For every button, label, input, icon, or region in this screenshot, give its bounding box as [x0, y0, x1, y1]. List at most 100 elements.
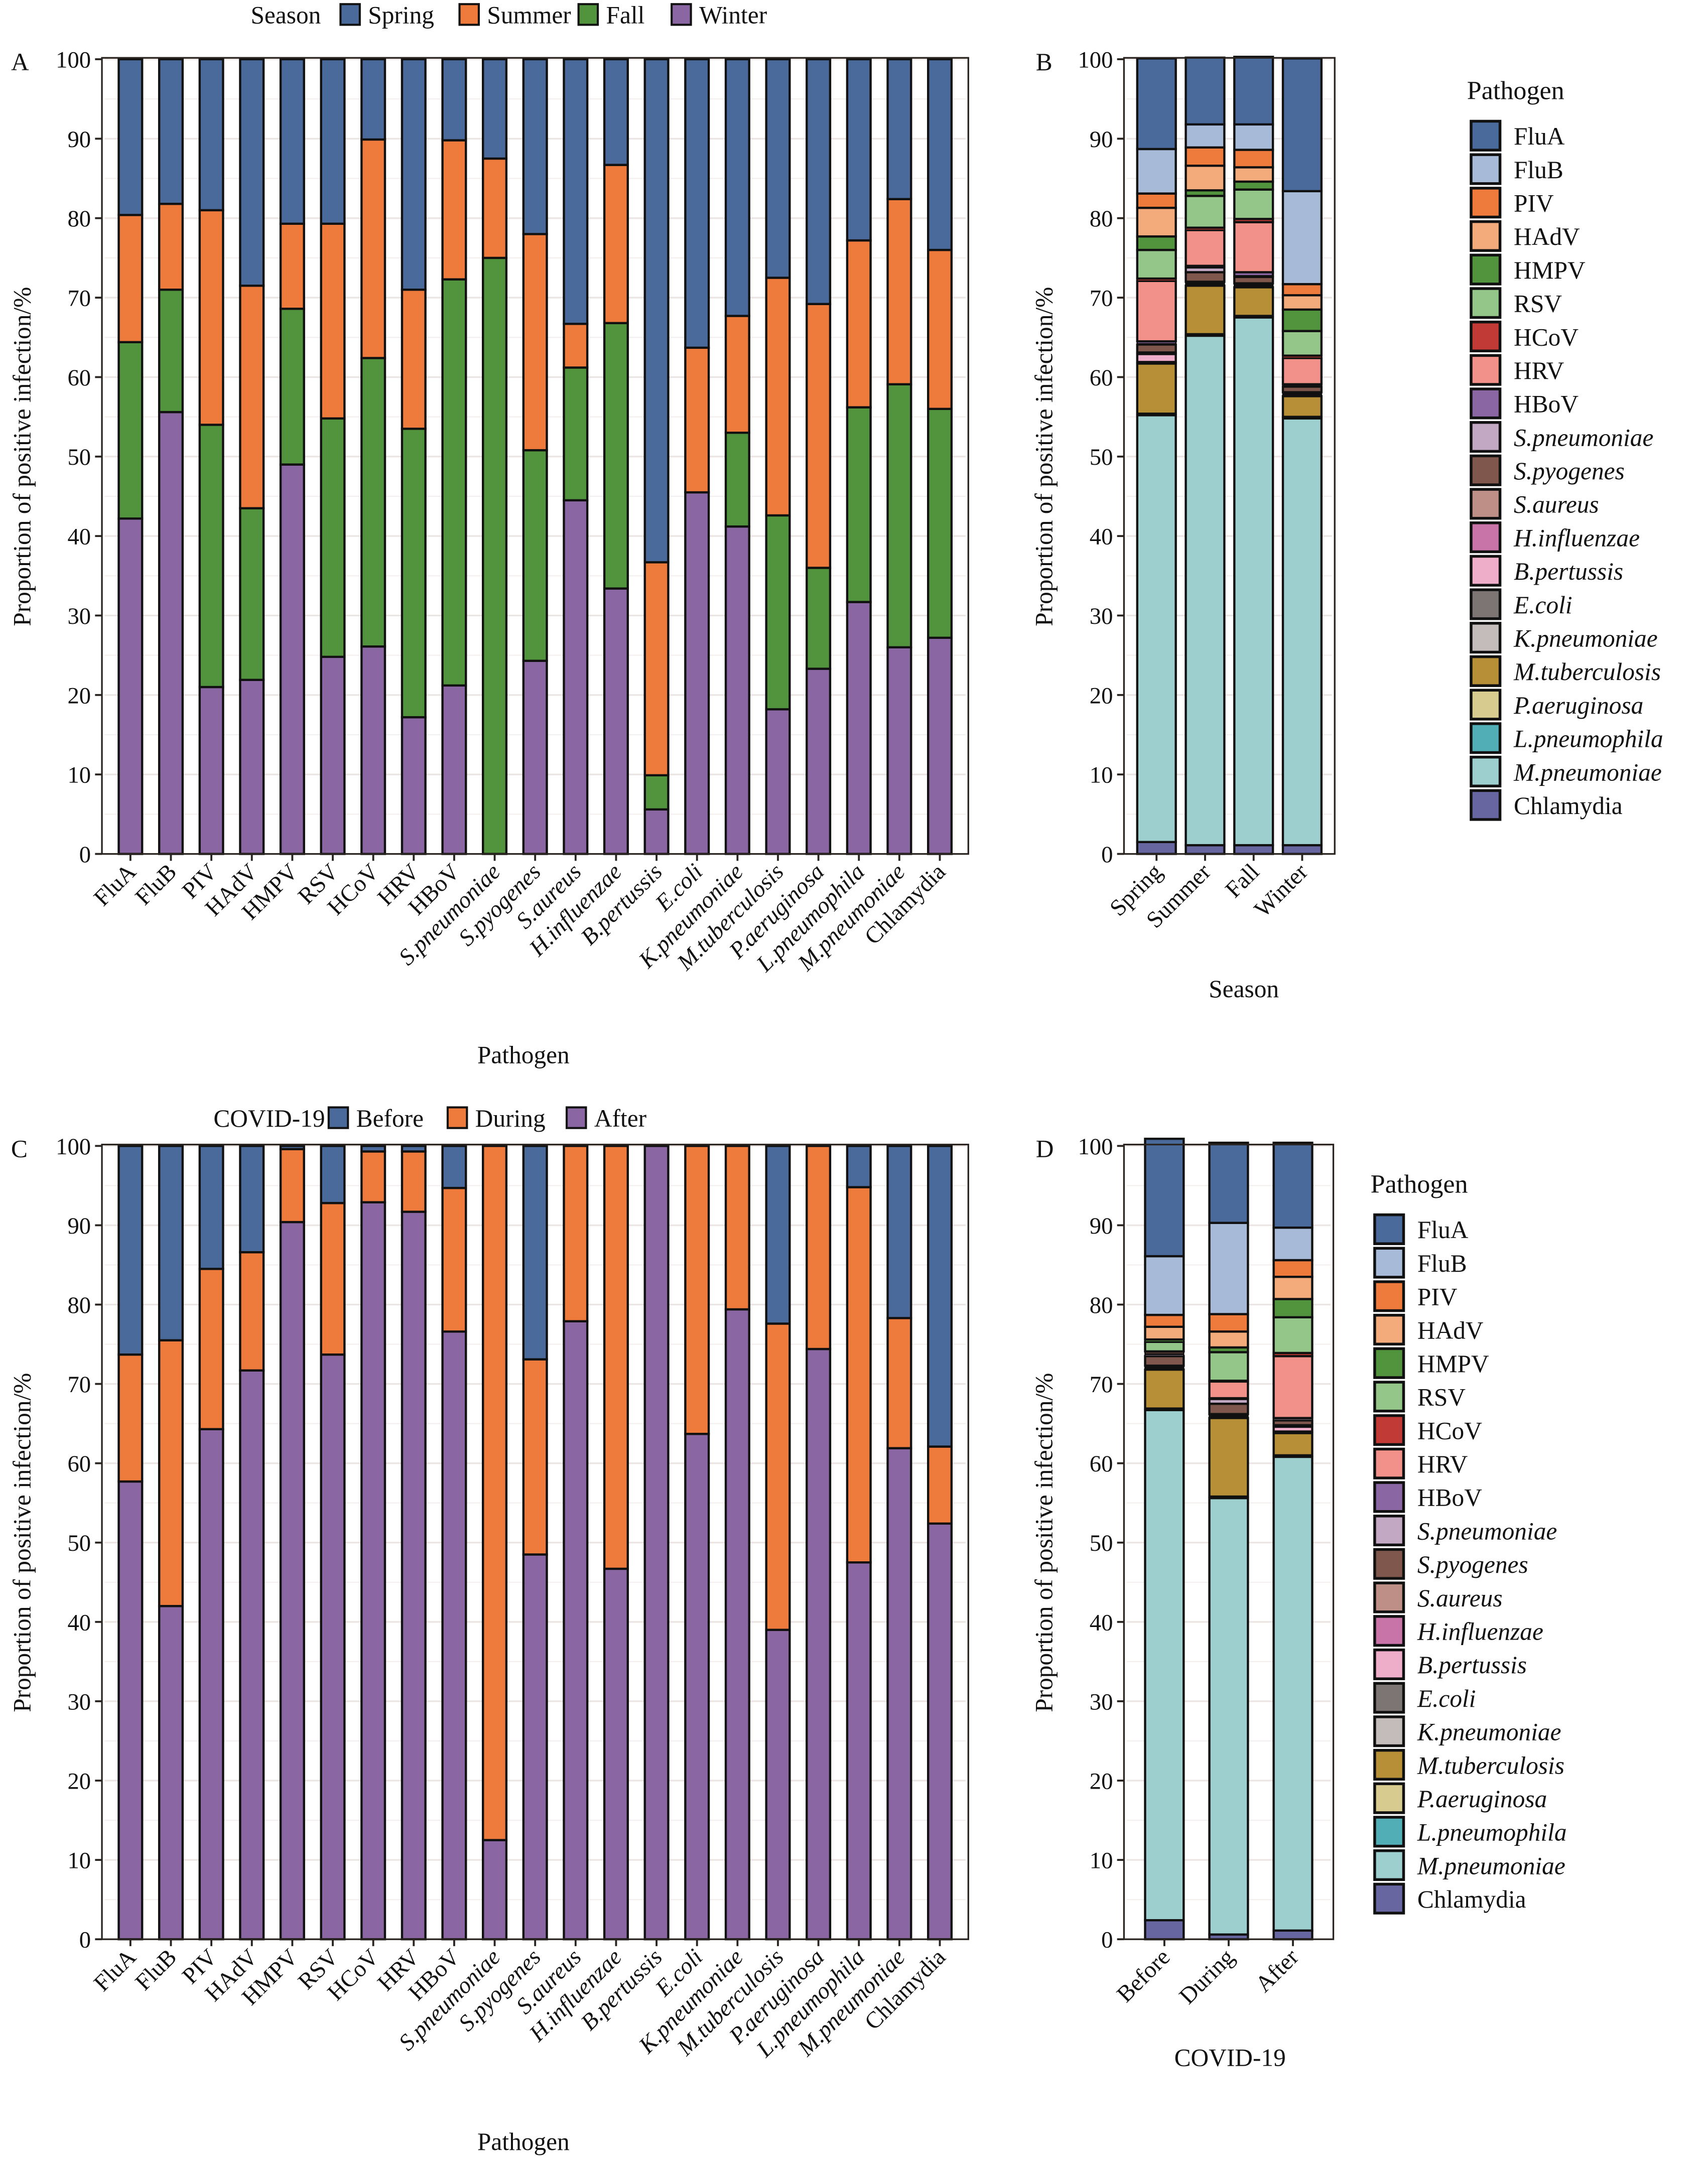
- panel-d: D 0 10 20 30 40 50 60 70 80 90 100 Proportion of pos…: [1030, 1134, 1567, 2072]
- bar-segment-fall: [360, 357, 386, 648]
- bar-segment-before: [320, 1145, 346, 1204]
- legend-swatch-piv: [1373, 1280, 1405, 1312]
- bar-segment-piv: [1233, 149, 1274, 169]
- y-tick-label: 90: [67, 126, 91, 153]
- stacked-bar-chlamydia: [927, 1145, 953, 1941]
- legend-label-rsv: RSV: [1417, 1384, 1466, 1411]
- bar-segment-spring: [158, 58, 184, 205]
- y-tick-label: 10: [1090, 1848, 1113, 1874]
- bar-segment-after: [441, 1330, 467, 1941]
- bar-segment-during: [117, 1353, 144, 1483]
- stacked-bar-chlamydia: [927, 58, 953, 855]
- bar-segment-flub: [1185, 123, 1226, 149]
- y-tick-label: 0: [1101, 842, 1113, 868]
- bar-segment-s-pyogenes: [1272, 1419, 1313, 1426]
- bar-segment-fall: [927, 408, 953, 639]
- bar-segment-summer: [401, 289, 427, 430]
- bar-segment-before: [117, 1145, 144, 1356]
- bar-segment-s-pyogenes: [1233, 276, 1274, 285]
- legend: Pathogen FluA FluB PIV HAdV HMPV RSV HCoV HRV HBo…: [1467, 77, 1663, 821]
- bar-segment-during: [765, 1322, 791, 1631]
- bar-segment-winter: [117, 517, 144, 855]
- legend-swatch-hmpv: [1470, 253, 1502, 286]
- legend-swatch-k-pneumoniae: [1373, 1715, 1405, 1747]
- bar-segment-during: [360, 1150, 386, 1203]
- legend-label-hcov: HCoV: [1514, 323, 1579, 351]
- y-tick-label: 80: [67, 1292, 91, 1318]
- bar-segment-winter: [765, 708, 791, 855]
- bar-segment-rsv: [1272, 1316, 1313, 1355]
- y-tick-label: 60: [67, 365, 91, 391]
- y-axis-title: Proportion of positive infection/%: [1030, 1373, 1058, 1712]
- stacked-bar-s-aureus: [563, 1145, 589, 1941]
- legend-swatch-s-pneumoniae: [1373, 1515, 1405, 1547]
- bar-segment-spring: [239, 58, 265, 287]
- legend-label-flub: FluB: [1514, 156, 1563, 184]
- bar-segment-summer: [886, 198, 912, 385]
- bar-segment-m-tuberculosis: [1233, 286, 1274, 317]
- bar-segment-hmpv: [1272, 1298, 1313, 1319]
- legend-label-hcov: HCoV: [1417, 1417, 1482, 1444]
- legend-label-h-influenzae: H.influenzae: [1513, 524, 1640, 552]
- stacked-bar-hcov: [360, 1145, 386, 1941]
- stacked-bar-s-pyogenes: [522, 58, 548, 855]
- bar-segment-spring: [401, 58, 427, 291]
- bar-segment-spring: [482, 58, 508, 160]
- legend-swatch-hcov: [1373, 1414, 1405, 1446]
- y-tick-label: 90: [1090, 126, 1113, 153]
- bar-segment-summer: [724, 315, 750, 434]
- bar-segment-during: [482, 1145, 508, 1841]
- bar-segment-piv: [1185, 146, 1226, 167]
- legend-swatch-piv: [1470, 187, 1502, 219]
- bar-segment-flub: [1233, 123, 1274, 151]
- x-tick-label: FluA: [89, 1944, 142, 1996]
- bar-segment-b-pertussis: [1272, 1425, 1313, 1433]
- bar-segment-rsv: [1144, 1340, 1185, 1353]
- bar-segment-spring: [522, 58, 548, 235]
- bar-segment-s-pneumoniae: [1208, 1398, 1249, 1405]
- legend-label-summer: Summer: [487, 2, 571, 29]
- y-tick-label: 40: [67, 1609, 91, 1636]
- y-tick-label: 40: [1090, 524, 1113, 550]
- panel-letter: C: [11, 1135, 28, 1162]
- legend-swatch-flua: [1470, 119, 1502, 152]
- bar-segment-flub: [1281, 190, 1323, 286]
- bar-segment-spring: [806, 58, 832, 305]
- legend-swatch-e-coli: [1470, 588, 1502, 620]
- stacked-bar-rsv: [320, 1145, 346, 1941]
- bar-segment-spring: [603, 58, 629, 166]
- legend-swatch-s-pyogenes: [1470, 454, 1502, 486]
- legend-label-m-pneumoniae: M.pneumoniae: [1513, 758, 1662, 786]
- y-tick-label: 50: [67, 1530, 91, 1556]
- bar-segment-spring: [198, 58, 224, 212]
- stacked-bar-b-pertussis: [643, 58, 670, 855]
- legend-swatch-chlamydia: [1470, 789, 1502, 821]
- bar-segment-spring: [117, 58, 144, 216]
- bar-segment-piv: [1136, 192, 1177, 209]
- bar-segment-chlamydia: [1281, 844, 1323, 855]
- x-axis-title: Pathogen: [477, 2128, 570, 2155]
- bar-segment-s-pyogenes: [1144, 1355, 1185, 1367]
- y-tick-label: 90: [1090, 1213, 1113, 1239]
- bar-segment-before: [927, 1145, 953, 1448]
- legend-swatch-hrv: [1470, 354, 1502, 386]
- bar-segment-summer: [158, 203, 184, 291]
- stacked-bar-before: [1144, 1137, 1185, 1941]
- bar-segment-during: [806, 1145, 832, 1350]
- stacked-bar-hmpv: [279, 1145, 305, 1941]
- bar-segment-summer: [643, 561, 670, 776]
- y-tick-label: 10: [67, 762, 91, 788]
- legend-label-l-pneumophila: L.pneumophila: [1417, 1819, 1567, 1846]
- y-axis-title: Proportion of positive infection/%: [8, 1373, 36, 1712]
- bar-segment-rsv: [1281, 330, 1323, 357]
- x-tick-label: After: [1250, 1944, 1304, 1997]
- bars: [1144, 1137, 1313, 1941]
- stacked-bar-hmpv: [279, 58, 305, 855]
- bar-segment-summer: [603, 164, 629, 324]
- legend-label-before: Before: [356, 1105, 424, 1132]
- bar-segment-during: [927, 1445, 953, 1525]
- legend-swatch-during: [446, 1106, 468, 1129]
- y-tick-label: 30: [1090, 1689, 1113, 1715]
